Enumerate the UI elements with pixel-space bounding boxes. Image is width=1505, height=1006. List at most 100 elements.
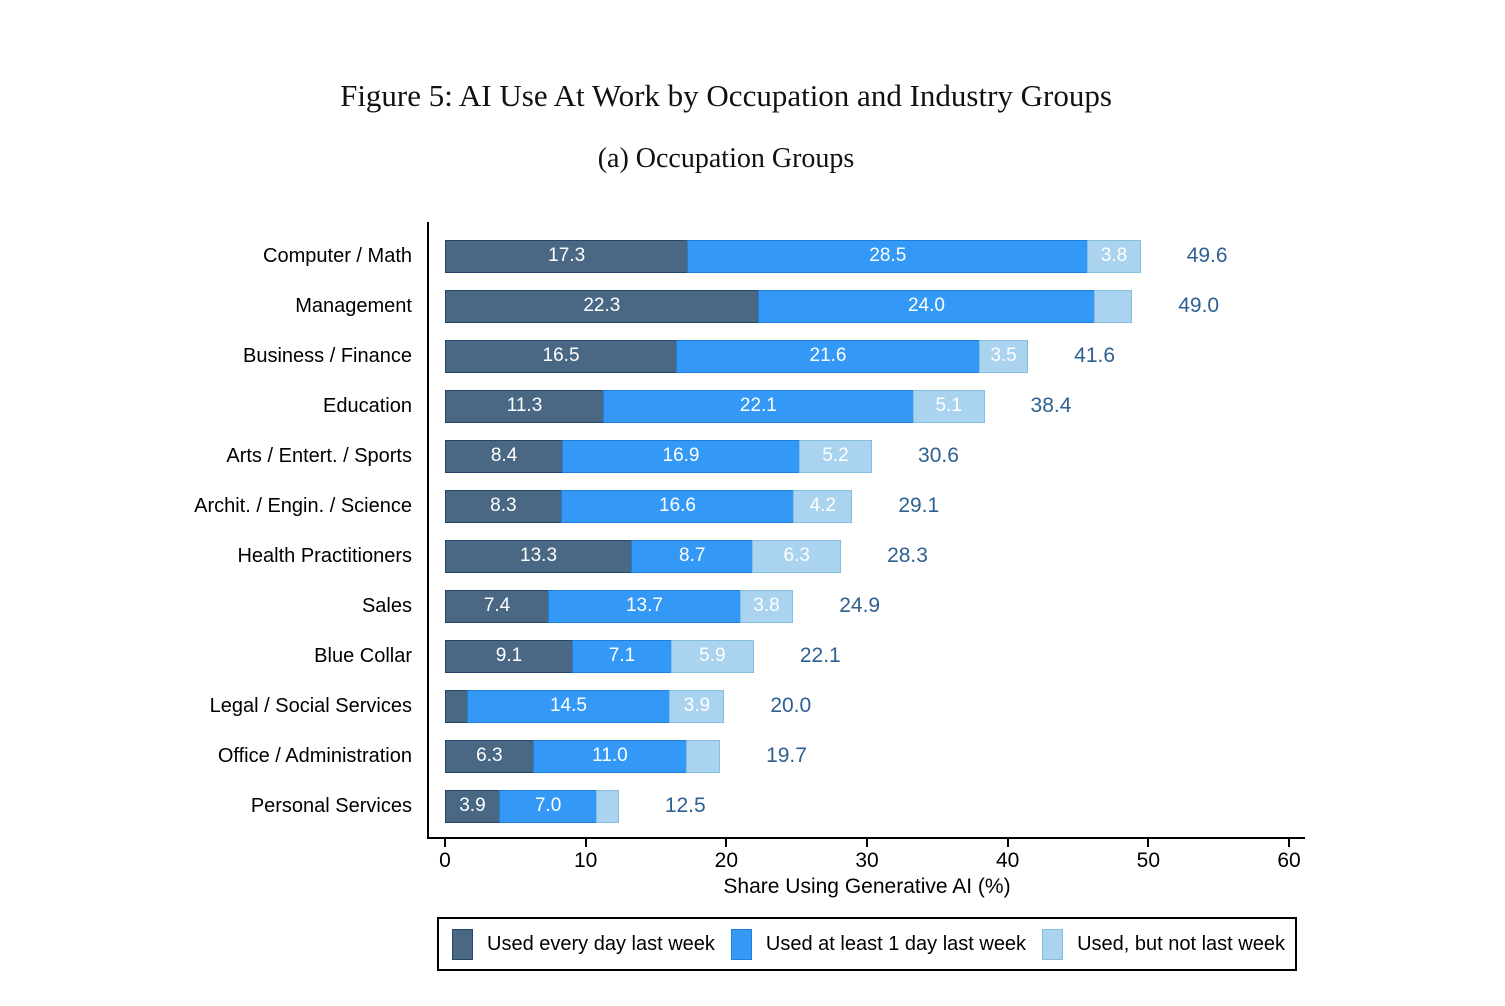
legend-swatch-icon	[1042, 928, 1064, 960]
chart-row: Computer / Math 17.3 28.5 3.8 49.6	[0, 231, 1505, 281]
segment-value-label: 21.6	[809, 345, 847, 366]
segment-value-label: 16.5	[542, 345, 580, 366]
x-tick-label: 60	[1277, 849, 1301, 872]
total-value-label: 20.0	[770, 694, 812, 717]
bar-segment-at-least-1-day: 22.1	[602, 389, 914, 423]
bar-segment-not-last-week: 5.9	[670, 639, 754, 673]
segment-value-label: 5.2	[822, 445, 849, 466]
x-tick-label: 30	[855, 849, 879, 872]
segment-value-label: 8.3	[490, 495, 517, 516]
segment-value-label: 7.4	[483, 595, 511, 616]
bar-segment-every-day: 22.3	[445, 289, 759, 323]
segment-value-label: 7.1	[608, 645, 636, 666]
category-label: Management	[295, 294, 412, 317]
category-label: Arts / Entert. / Sports	[226, 444, 412, 467]
bar-segment-not-last-week	[1094, 289, 1133, 323]
x-axis-title: Share Using Generative AI (%)	[723, 875, 1011, 898]
bar-stack: 7.4 13.7 3.8 24.9	[445, 589, 880, 623]
bar-segment-every-day	[445, 689, 468, 723]
total-value-label: 49.6	[1186, 244, 1228, 267]
bar-segment-every-day: 8.3	[445, 489, 562, 523]
category-label: Blue Collar	[314, 644, 412, 667]
x-tick-mark	[1147, 839, 1150, 847]
bar-segment-not-last-week	[596, 789, 619, 823]
bar-stack: 3.9 7.0 12.5	[445, 789, 706, 823]
bar-rows: Computer / Math 17.3 28.5 3.8 49.6 Management…	[0, 231, 1505, 831]
bar-segment-not-last-week: 4.2	[793, 489, 853, 523]
legend-label: Used every day last week	[487, 932, 715, 955]
bar-segment-at-least-1-day: 8.7	[631, 539, 754, 573]
bar-stack: 13.3 8.7 6.3 28.3	[445, 539, 928, 573]
chart-row: Management 22.3 24.0 49.0	[0, 281, 1505, 331]
x-axis-line	[427, 837, 1305, 839]
category-label: Legal / Social Services	[209, 694, 412, 717]
bar-segment-not-last-week: 3.9	[669, 689, 725, 723]
bar-segment-at-least-1-day: 16.9	[562, 439, 800, 473]
x-tick-mark	[866, 839, 868, 847]
legend-entry: Used at least 1 day last week	[730, 928, 1027, 960]
x-tick-label: 10	[573, 849, 598, 872]
bar-segment-every-day: 3.9	[445, 789, 500, 823]
bar-segment-every-day: 13.3	[445, 539, 633, 573]
category-label: Archit. / Engin. / Science	[194, 494, 412, 517]
bar-stack: 22.3 24.0 49.0	[445, 289, 1219, 323]
segment-value-label: 14.5	[549, 695, 587, 716]
bar-stack: 6.3 11.0 19.7	[445, 739, 807, 773]
bar-segment-every-day: 8.4	[445, 439, 564, 473]
bar-segment-at-least-1-day: 13.7	[548, 589, 741, 623]
panel-subtitle: (a) Occupation Groups	[597, 143, 855, 174]
bar-stack: 11.3 22.1 5.1 38.4	[445, 389, 1072, 423]
category-label: Health Practitioners	[237, 544, 412, 567]
chart-row: Education 11.3 22.1 5.1 38.4	[0, 381, 1505, 431]
total-value-label: 38.4	[1030, 394, 1072, 417]
total-value-label: 12.5	[664, 794, 706, 817]
segment-value-label: 5.1	[935, 395, 962, 416]
legend-entries: Used every day last week Used at least 1 …	[452, 928, 1285, 960]
chart-row: Arts / Entert. / Sports 8.4 16.9 5.2 30.6	[0, 431, 1505, 481]
bar-stack: 8.3 16.6 4.2 29.1	[445, 489, 940, 523]
chart-row: Archit. / Engin. / Science 8.3 16.6 4.2 29.1	[0, 481, 1505, 531]
bar-segment-at-least-1-day: 14.5	[466, 689, 671, 723]
legend-label: Used, but not last week	[1077, 932, 1285, 955]
x-tick-label: 20	[714, 849, 738, 872]
segment-value-label: 3.5	[990, 345, 1017, 366]
chart-row: Personal Services 3.9 7.0 12.5	[0, 781, 1505, 831]
category-label: Computer / Math	[263, 244, 412, 267]
bar-stack: 16.5 21.6 3.5 41.6	[445, 339, 1115, 373]
category-label: Business / Finance	[243, 344, 412, 367]
category-label: Sales	[361, 594, 412, 617]
chart-row: Legal / Social Services 14.5 3.9 20.0	[0, 681, 1505, 731]
x-tick-label: 50	[1136, 849, 1160, 872]
x-tick-mark	[444, 839, 446, 847]
bar-stack: 8.4 16.9 5.2 30.6	[445, 439, 959, 473]
chart-row: Sales 7.4 13.7 3.8 24.9	[0, 581, 1505, 631]
legend-entry: Used, but not last week	[1042, 928, 1285, 960]
segment-value-label: 7.0	[534, 795, 562, 816]
legend-label: Used at least 1 day last week	[765, 932, 1027, 955]
x-tick-mark	[1006, 839, 1009, 847]
segment-value-label: 3.8	[1100, 245, 1128, 266]
total-value-label: 22.1	[799, 644, 841, 667]
total-value-label: 28.3	[887, 544, 928, 567]
bar-stack: 9.1 7.1 5.9 22.1	[445, 639, 841, 673]
segment-value-label: 17.3	[548, 245, 586, 266]
x-tick-mark	[725, 839, 728, 847]
segment-value-label: 16.9	[662, 445, 700, 466]
bar-segment-every-day: 7.4	[445, 589, 550, 623]
bar-segment-at-least-1-day: 24.0	[757, 289, 1096, 323]
total-value-label: 29.1	[898, 494, 940, 517]
bar-segment-not-last-week	[686, 739, 721, 773]
segment-value-label: 5.9	[699, 645, 726, 666]
bar-segment-at-least-1-day: 16.6	[560, 489, 795, 523]
bar-segment-not-last-week: 3.5	[978, 339, 1029, 373]
segment-value-label: 13.7	[625, 595, 663, 616]
bar-segment-every-day: 16.5	[445, 339, 678, 373]
x-tick-label: 0	[439, 849, 451, 872]
category-label: Office / Administration	[217, 744, 412, 767]
bar-segment-every-day: 6.3	[445, 739, 534, 773]
segment-value-label: 3.9	[683, 695, 711, 716]
bar-segment-not-last-week: 6.3	[752, 539, 842, 573]
bar-segment-at-least-1-day: 7.1	[572, 639, 672, 673]
segment-value-label: 22.1	[739, 395, 777, 416]
